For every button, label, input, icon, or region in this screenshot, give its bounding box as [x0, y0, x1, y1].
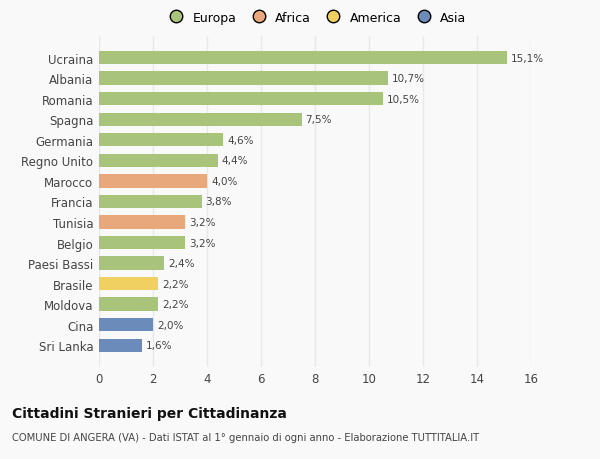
Legend: Europa, Africa, America, Asia: Europa, Africa, America, Asia [161, 9, 469, 27]
Text: 10,7%: 10,7% [392, 74, 425, 84]
Text: 4,6%: 4,6% [227, 135, 254, 146]
Text: 1,6%: 1,6% [146, 341, 173, 351]
Bar [99, 339, 142, 352]
Bar [99, 134, 223, 147]
Text: 15,1%: 15,1% [511, 53, 544, 63]
Text: 2,2%: 2,2% [163, 279, 189, 289]
Text: Cittadini Stranieri per Cittadinanza: Cittadini Stranieri per Cittadinanza [12, 406, 287, 420]
Bar [99, 72, 388, 85]
Text: 4,0%: 4,0% [211, 176, 238, 186]
Bar [99, 154, 218, 168]
Bar [99, 195, 202, 209]
Text: COMUNE DI ANGERA (VA) - Dati ISTAT al 1° gennaio di ogni anno - Elaborazione TUT: COMUNE DI ANGERA (VA) - Dati ISTAT al 1°… [12, 432, 479, 442]
Text: 2,2%: 2,2% [163, 300, 189, 309]
Bar [99, 93, 383, 106]
Bar [99, 52, 506, 65]
Text: 7,5%: 7,5% [305, 115, 332, 125]
Bar [99, 319, 153, 332]
Bar [99, 257, 164, 270]
Text: 2,0%: 2,0% [157, 320, 184, 330]
Bar [99, 298, 158, 311]
Text: 3,8%: 3,8% [206, 197, 232, 207]
Text: 2,4%: 2,4% [168, 258, 194, 269]
Text: 10,5%: 10,5% [386, 95, 419, 104]
Bar [99, 277, 158, 291]
Text: 3,2%: 3,2% [190, 238, 216, 248]
Bar [99, 113, 302, 127]
Text: 3,2%: 3,2% [190, 218, 216, 228]
Text: 4,4%: 4,4% [222, 156, 248, 166]
Bar [99, 175, 207, 188]
Bar [99, 236, 185, 250]
Bar [99, 216, 185, 229]
